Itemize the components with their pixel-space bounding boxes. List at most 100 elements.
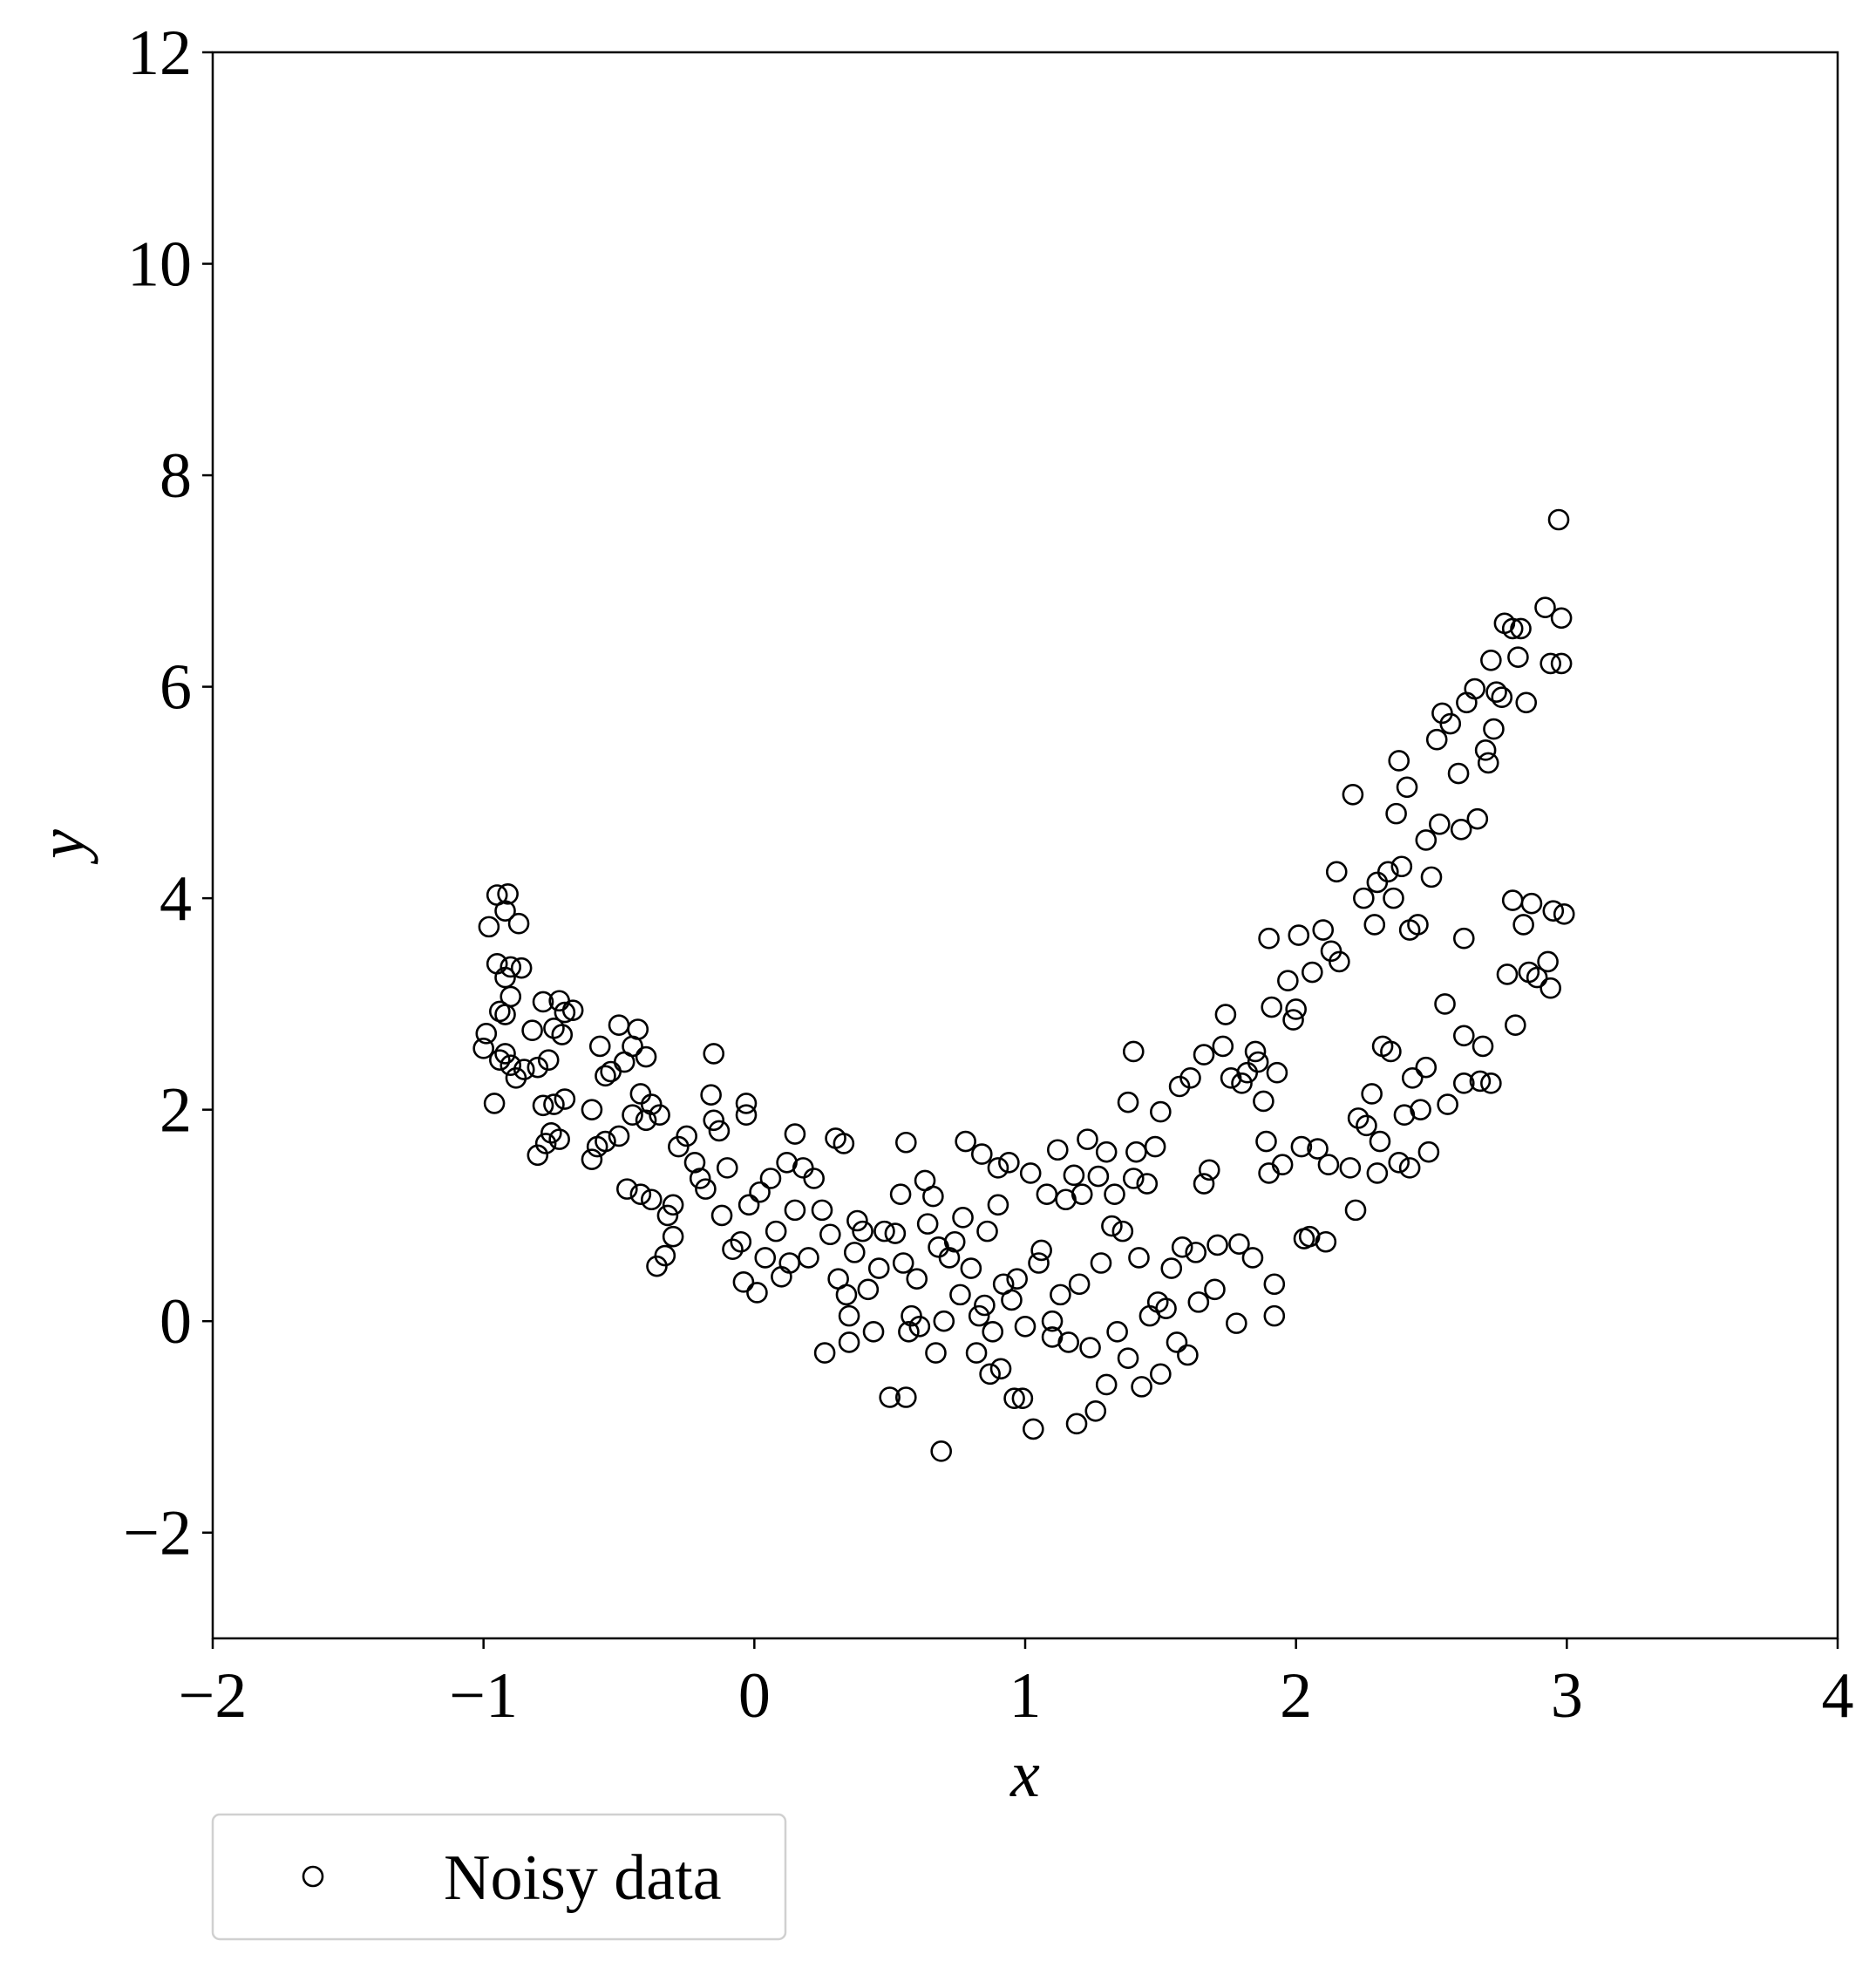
data-point	[1425, 728, 1448, 751]
data-point	[1388, 1152, 1410, 1174]
data-point	[640, 1188, 663, 1211]
data-point	[695, 1178, 717, 1200]
data-point	[635, 1109, 657, 1132]
data-point	[532, 1094, 554, 1117]
data-point	[892, 1252, 914, 1274]
data-point	[955, 1130, 976, 1153]
x-tick-label: 0	[738, 1660, 771, 1732]
data-point	[1439, 712, 1462, 735]
data-point	[1496, 963, 1519, 985]
data-point	[1187, 1291, 1210, 1313]
data-point	[1534, 596, 1556, 618]
data-point	[1144, 1135, 1166, 1158]
data-point	[1456, 691, 1478, 714]
data-point	[1407, 914, 1429, 936]
data-point	[1505, 1014, 1526, 1036]
data-point	[1376, 861, 1399, 883]
data-point	[534, 1133, 557, 1154]
data-point	[1226, 1312, 1247, 1334]
data-point	[1117, 1091, 1139, 1113]
data-point	[1466, 807, 1489, 830]
data-point	[759, 1168, 782, 1189]
data-point	[507, 912, 530, 935]
data-point	[867, 1257, 890, 1279]
data-point	[1491, 686, 1513, 709]
y-tick-label: 6	[160, 652, 192, 724]
data-point	[1356, 1114, 1377, 1137]
data-point	[1071, 1183, 1093, 1205]
data-point	[1131, 1376, 1152, 1398]
data-point	[1241, 1247, 1264, 1269]
legend-marker	[302, 1865, 324, 1888]
data-point	[708, 1120, 731, 1142]
data-point	[1450, 819, 1472, 841]
data-point	[1501, 617, 1524, 640]
data-point	[581, 1099, 603, 1120]
data-point	[1290, 1135, 1313, 1158]
data-point	[548, 1128, 570, 1150]
data-point	[798, 1247, 819, 1269]
data-point	[1019, 1162, 1042, 1184]
data-point	[1095, 1373, 1118, 1396]
data-point	[608, 1014, 630, 1036]
data-point	[1288, 924, 1310, 946]
data-point	[1474, 739, 1497, 761]
data-point	[1339, 1157, 1362, 1179]
data-point	[1057, 1331, 1080, 1353]
data-point	[489, 1049, 511, 1071]
x-tick-label: 3	[1551, 1660, 1583, 1732]
data-point	[838, 1331, 860, 1353]
data-point	[1550, 607, 1573, 630]
data-point	[1090, 1252, 1112, 1274]
data-point	[857, 1278, 880, 1301]
data-point	[1125, 1141, 1147, 1163]
data-point	[1420, 866, 1443, 889]
data-point	[1542, 900, 1565, 922]
data-point	[852, 1220, 873, 1243]
data-point	[1353, 887, 1375, 909]
data-point	[1065, 1413, 1088, 1435]
data-point	[581, 1148, 603, 1170]
data-point	[1104, 1183, 1125, 1205]
data-point	[1106, 1321, 1128, 1343]
data-point	[1023, 1418, 1044, 1440]
data-point	[803, 1168, 825, 1189]
data-point	[703, 1109, 725, 1132]
data-point	[1366, 871, 1389, 894]
x-tick-label: 4	[1822, 1660, 1854, 1732]
data-point	[588, 1035, 611, 1058]
data-point	[987, 1157, 1009, 1179]
data-point	[1155, 1297, 1177, 1319]
legend-label: Noisy data	[444, 1842, 722, 1914]
data-point	[1028, 1252, 1050, 1274]
data-point	[1507, 646, 1529, 668]
data-point	[1347, 1107, 1370, 1129]
data-point	[1079, 1337, 1101, 1358]
data-point	[1258, 1162, 1280, 1184]
data-point	[1095, 1141, 1118, 1163]
data-point	[916, 1213, 939, 1235]
data-point	[952, 1207, 974, 1229]
data-point	[629, 1083, 652, 1105]
data-point	[930, 1440, 952, 1462]
data-point	[1302, 961, 1323, 984]
data-point	[472, 1038, 494, 1059]
data-point	[1447, 762, 1470, 785]
data-point	[586, 1135, 608, 1158]
data-point	[895, 1131, 917, 1154]
y-tick-label: 2	[160, 1075, 192, 1147]
x-tick-label: −1	[449, 1660, 518, 1732]
data-point	[654, 1244, 676, 1267]
data-point	[1452, 1072, 1475, 1094]
data-point	[1401, 1066, 1424, 1089]
data-point	[1553, 903, 1575, 925]
data-point	[1366, 1162, 1389, 1184]
data-point	[1385, 802, 1407, 825]
data-point	[1415, 829, 1438, 851]
legend-box	[211, 1813, 787, 1941]
y-tick-label: 0	[160, 1286, 192, 1358]
data-point	[710, 1204, 733, 1227]
data-point	[879, 1386, 901, 1408]
data-point	[1469, 1070, 1492, 1093]
